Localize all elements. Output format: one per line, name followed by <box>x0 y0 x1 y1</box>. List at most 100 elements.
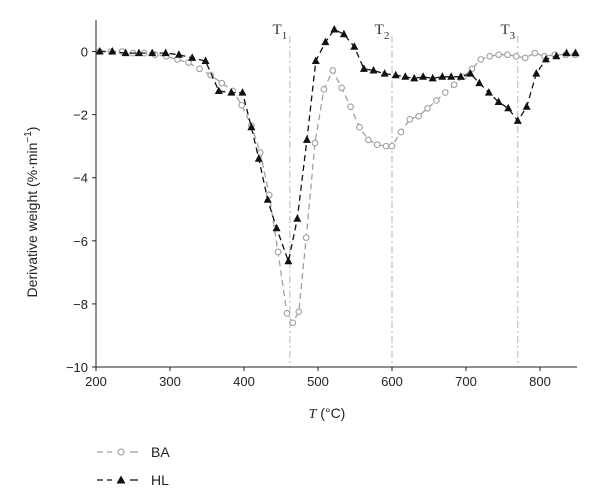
data-point <box>134 48 143 57</box>
marker-symbol: T <box>273 22 282 38</box>
x-tick-label: 400 <box>233 374 255 389</box>
data-point <box>484 88 493 96</box>
data-point <box>504 103 513 112</box>
data-point <box>185 59 192 66</box>
y-tick-label: −10 <box>66 360 88 375</box>
marker-symbol: T <box>500 22 509 38</box>
data-point <box>320 86 328 93</box>
data-point <box>441 89 449 96</box>
data-point <box>532 69 541 77</box>
data-point <box>188 53 197 61</box>
data-point <box>541 54 550 63</box>
data-point <box>419 72 428 80</box>
marker-symbol: T <box>375 22 384 38</box>
x-tick-label: 500 <box>307 374 329 389</box>
data-point <box>302 135 311 143</box>
data-point <box>522 102 531 110</box>
data-point <box>295 308 303 316</box>
data-point <box>214 86 223 94</box>
data-point <box>447 72 456 80</box>
legend-ba-marker <box>117 448 125 456</box>
data-point <box>272 223 281 232</box>
data-point <box>513 116 522 124</box>
x-tick-label: 300 <box>159 374 181 389</box>
y-tick-label: −6 <box>73 234 88 249</box>
data-point <box>477 56 485 63</box>
data-point <box>456 72 465 80</box>
legend: BA HL <box>97 444 170 488</box>
legend-hl-label: HL <box>151 472 169 488</box>
ticks: 200 300 400 500 600 700 800 0 −2 −4 −6 −8 −10 <box>66 45 551 389</box>
marker-label: T2 <box>375 22 390 42</box>
y-axis-label-close: ) <box>24 127 40 132</box>
data-point <box>450 81 458 89</box>
legend-item-ba: BA <box>97 444 170 460</box>
data-point <box>562 48 571 57</box>
data-point <box>373 141 381 148</box>
data-point <box>238 101 246 109</box>
x-axis-label: T (°C) <box>309 405 346 422</box>
data-point <box>415 112 422 120</box>
data-point <box>302 234 310 242</box>
data-point <box>486 52 494 60</box>
data-point <box>196 65 203 73</box>
data-point <box>433 97 440 104</box>
data-point <box>289 319 297 327</box>
data-point <box>263 195 272 203</box>
data-point <box>321 37 330 46</box>
data-point <box>475 78 484 87</box>
data-point <box>364 136 372 144</box>
marker-label: T3 <box>500 22 515 42</box>
data-point <box>247 122 256 131</box>
x-tick-label: 600 <box>381 374 403 389</box>
data-point <box>359 64 368 72</box>
data-point <box>397 128 405 136</box>
data-point <box>108 47 117 55</box>
data-point <box>254 154 263 162</box>
data-point <box>401 72 410 80</box>
data-point <box>552 51 561 60</box>
data-point <box>284 256 293 265</box>
data-point <box>256 149 264 156</box>
data-point <box>283 310 291 317</box>
x-axis-variable: T <box>309 407 318 422</box>
data-point <box>466 69 475 77</box>
data-point <box>311 139 319 147</box>
data-point <box>338 84 346 92</box>
data-point <box>329 67 337 74</box>
data-point <box>274 248 282 256</box>
legend-ba-label: BA <box>151 444 170 460</box>
data-point <box>339 29 348 38</box>
y-tick-label: −4 <box>73 171 88 186</box>
series-line <box>99 28 576 264</box>
legend-item-hl: HL <box>97 472 169 488</box>
data-point <box>350 42 359 50</box>
data-point <box>161 48 170 57</box>
data-point <box>521 54 529 62</box>
data-point <box>148 48 157 57</box>
y-axis-label: Derivative weight (%·min−1) <box>23 127 40 298</box>
data-point <box>391 70 400 79</box>
data-point <box>330 25 339 33</box>
marker-label: T1 <box>273 22 288 42</box>
marker-subscript: 1 <box>282 30 288 42</box>
y-tick-label: 0 <box>81 45 88 60</box>
data-point <box>380 69 389 77</box>
data-point <box>293 214 302 222</box>
x-tick-label: 800 <box>529 374 551 389</box>
data-point <box>494 97 503 105</box>
y-axis-label-sup: −1 <box>23 131 34 143</box>
series-hl <box>95 25 580 265</box>
data-point <box>512 52 520 60</box>
data-point <box>356 123 363 131</box>
data-point <box>424 104 431 112</box>
data-point <box>311 56 320 64</box>
series-layer <box>95 25 580 327</box>
data-point <box>410 73 419 82</box>
x-tick-label: 200 <box>85 374 107 389</box>
data-point <box>406 116 414 123</box>
data-point <box>495 51 502 59</box>
y-tick-label: −2 <box>73 108 88 123</box>
x-tick-label: 700 <box>455 374 477 389</box>
x-axis-unit: (°C) <box>316 405 345 421</box>
